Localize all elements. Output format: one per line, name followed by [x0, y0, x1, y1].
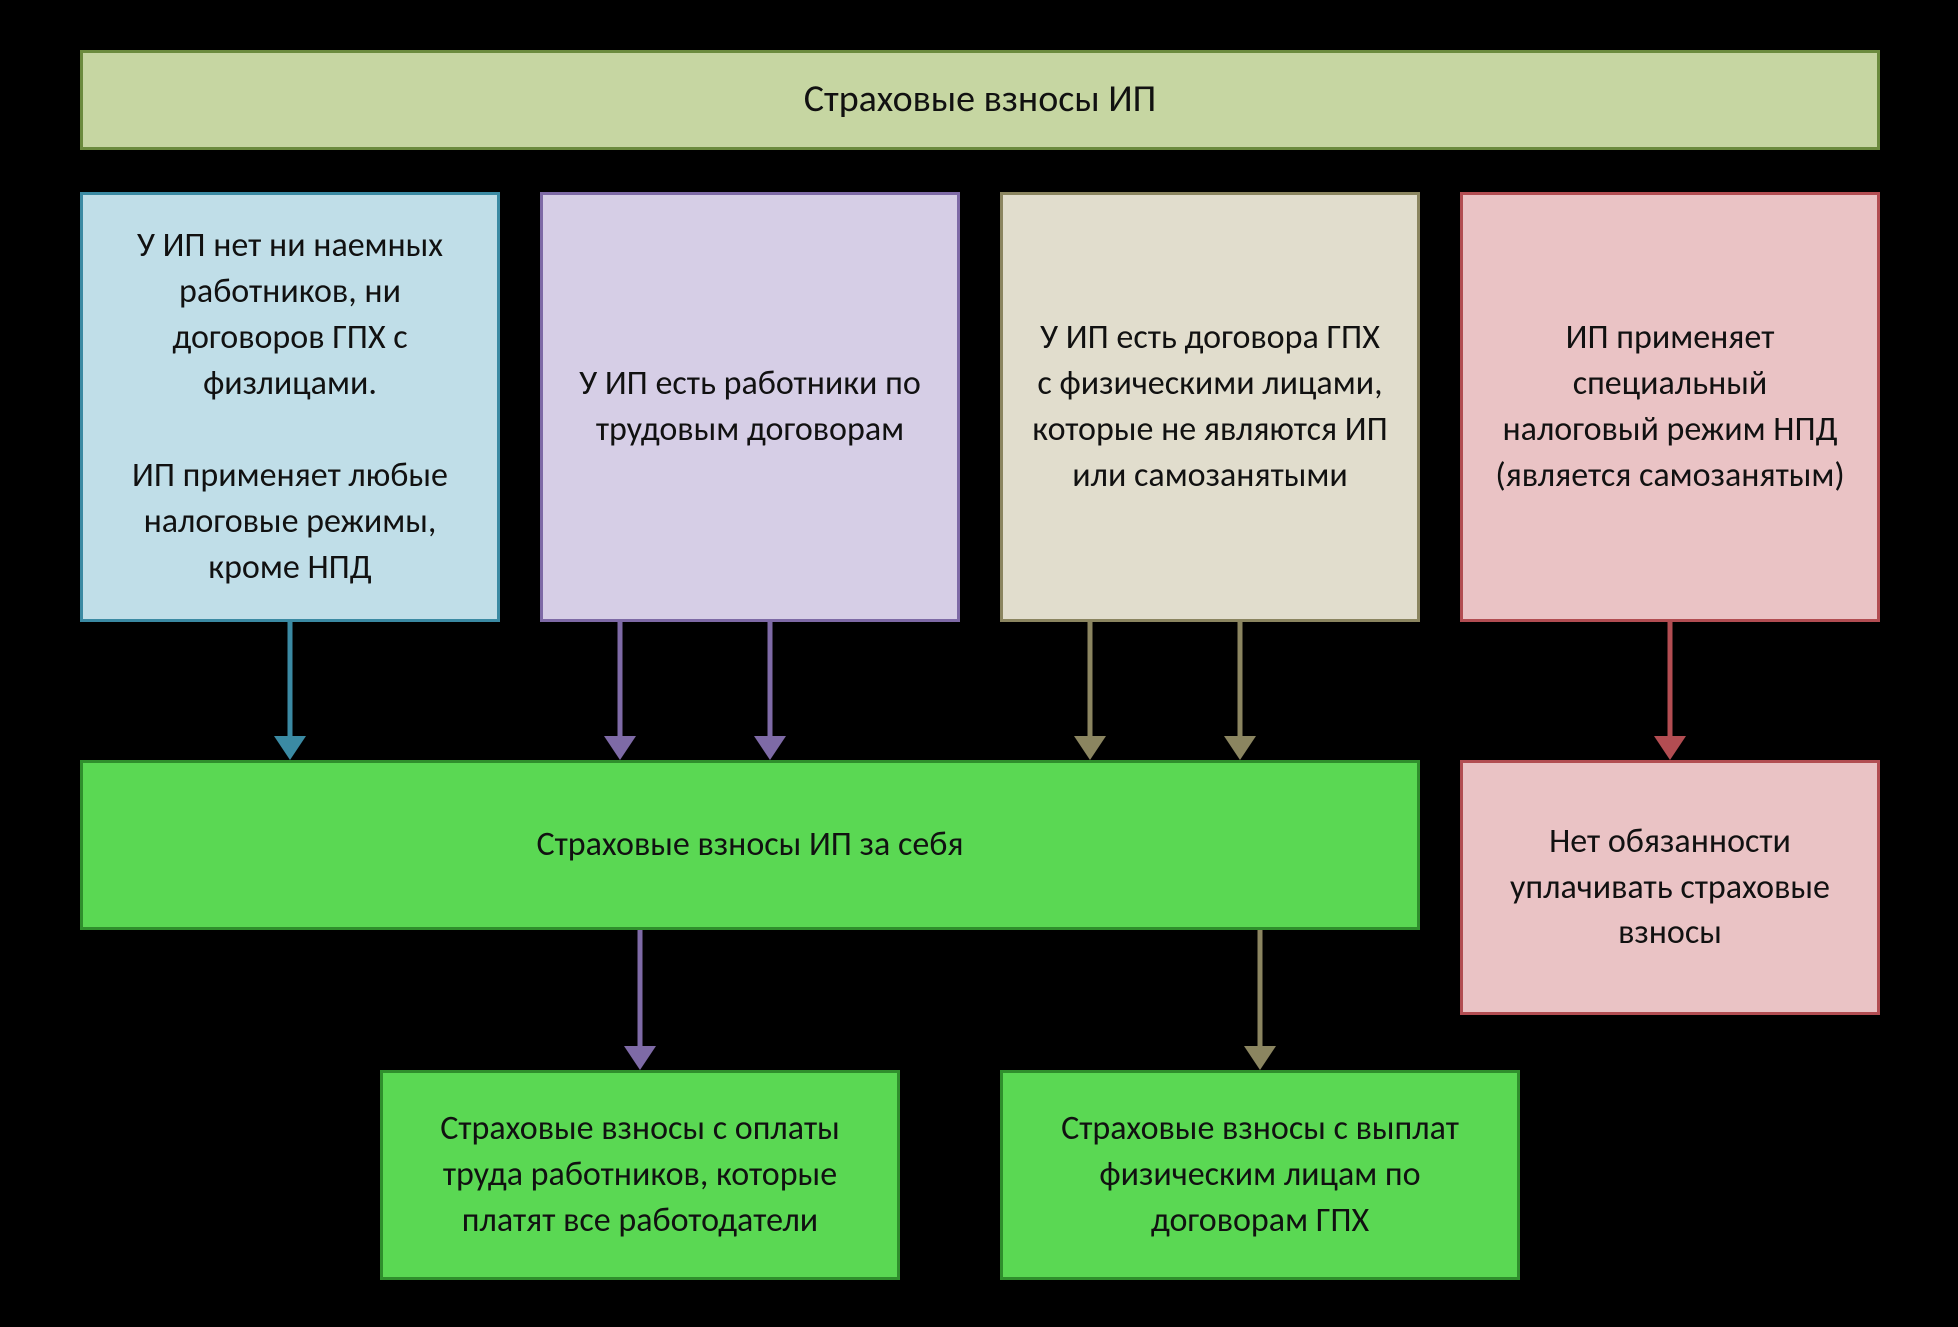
arrow-col1-to-mid	[274, 622, 306, 760]
box-bot2: Страховые взносы с выплат физическим лиц…	[1000, 1070, 1520, 1280]
box-right: Нет обязанности уплачивать страховые взн…	[1460, 760, 1880, 1015]
arrow-col2-to-mid-l	[604, 622, 636, 760]
box-col1: У ИП нет ни наемных работников, ни догов…	[80, 192, 500, 622]
diagram-canvas: Страховые взносы ИП У ИП нет ни наемных р…	[0, 0, 1958, 1327]
arrow-col3-to-mid-l	[1074, 622, 1106, 760]
arrow-col3-to-mid-r	[1224, 622, 1256, 760]
box-col3: У ИП есть договора ГПХ с физическими лиц…	[1000, 192, 1420, 622]
box-bot1: Страховые взносы с оплаты труда работник…	[380, 1070, 900, 1280]
arrow-col4-to-right	[1654, 622, 1686, 760]
arrow-mid-to-bot1	[624, 930, 656, 1070]
arrow-mid-to-bot2	[1244, 930, 1276, 1070]
box-col4: ИП применяет специальный налоговый режим…	[1460, 192, 1880, 622]
box-mid: Страховые взносы ИП за себя	[80, 760, 1420, 930]
box-col2: У ИП есть работники по трудовым договора…	[540, 192, 960, 622]
box-title: Страховые взносы ИП	[80, 50, 1880, 150]
arrow-col2-to-mid-r	[754, 622, 786, 760]
